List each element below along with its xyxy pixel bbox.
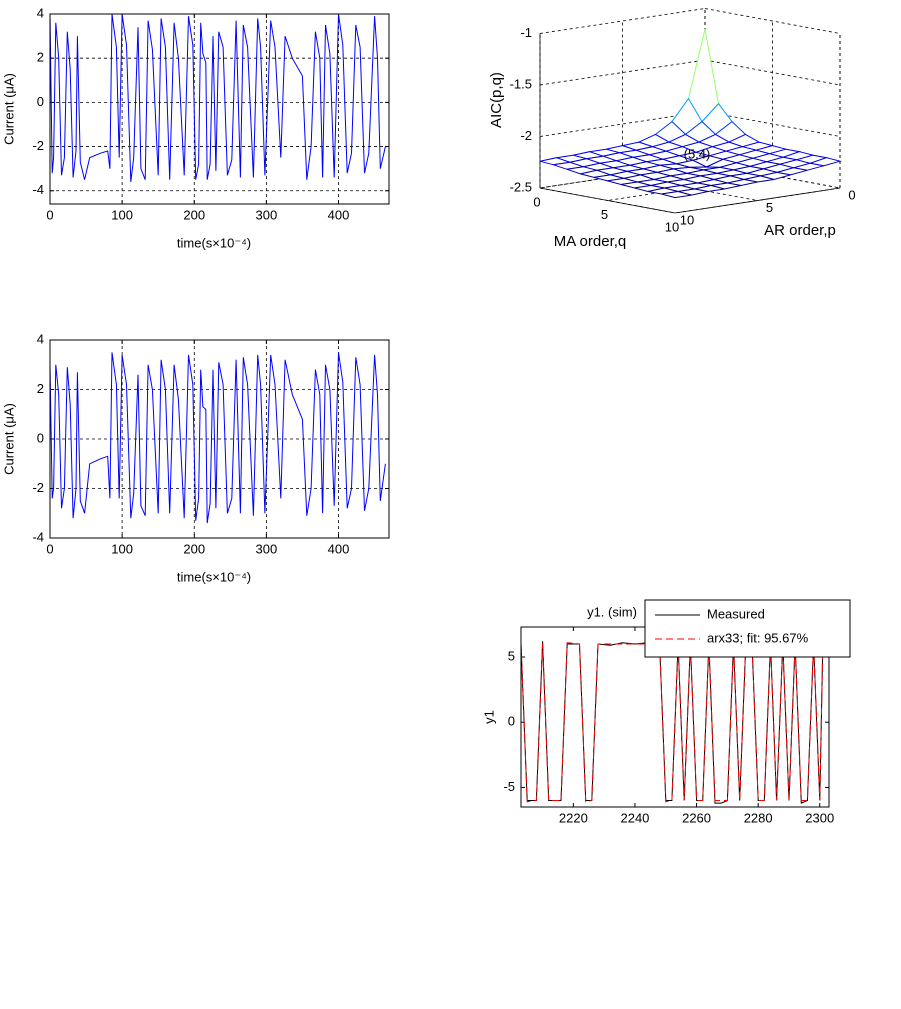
plot-frame (49, 339, 390, 539)
z-tick-label: -2 (520, 128, 532, 143)
y-tick-label: 5 (508, 648, 515, 663)
annotation: (5,4) (684, 146, 711, 161)
x-tick-label: 400 (328, 541, 350, 556)
grid-line (539, 187, 676, 214)
x-tick-label: 300 (256, 207, 278, 222)
x-tick-label: 2280 (744, 810, 773, 825)
mesh-cell (661, 190, 692, 199)
x-tick-label: 300 (256, 541, 278, 556)
x-axis-label: time(s×10⁻⁴) (177, 569, 251, 584)
y-tick-label: 2 (37, 50, 44, 65)
grid-line (704, 111, 841, 137)
grid-line (607, 175, 773, 201)
y-tick-label: 0 (37, 430, 44, 445)
x-tick-label: 2260 (682, 810, 711, 825)
y-tick-label: 2 (37, 381, 44, 396)
x-tick-label: 2220 (559, 810, 588, 825)
plot-area (50, 14, 389, 204)
y-tick-label: 0 (508, 714, 515, 729)
grid-line (704, 8, 841, 34)
y-axis-label: y1 (481, 710, 496, 724)
y-tick-label: -5 (503, 779, 515, 794)
x-tick-label: 0 (46, 541, 53, 556)
x-tick-label: 200 (183, 207, 205, 222)
legend-label: arx33; fit: 95.67% (707, 630, 809, 645)
y-tick-label: 4 (37, 5, 44, 20)
q-tick-label: 10 (665, 219, 679, 234)
x-tick-label: 400 (328, 207, 350, 222)
series-line (50, 352, 386, 524)
y-tick-label: -4 (32, 182, 44, 197)
x-tick-label: 2240 (620, 810, 649, 825)
z-tick-label: -1.5 (510, 76, 532, 91)
q-axis-label: MA order,q (554, 233, 627, 250)
x-axis-label: time(s×10⁻⁴) (177, 235, 251, 250)
x-tick-label: 100 (111, 541, 133, 556)
p-axis-label: AR order,p (764, 222, 836, 239)
y-axis-label: Current (μA) (1, 73, 16, 145)
y-tick-label: -4 (32, 529, 44, 544)
grid-line (539, 59, 706, 86)
y-tick-label: -2 (32, 138, 44, 153)
grid-line (539, 8, 706, 34)
p-tick-label: 0 (848, 187, 855, 202)
x-tick-label: 0 (46, 207, 53, 222)
z-tick-label: -1 (520, 25, 532, 40)
p-tick-label: 10 (680, 212, 694, 227)
q-tick-label: 0 (533, 194, 540, 209)
series-line (50, 14, 386, 182)
z-axis-label: AIC(p,q) (488, 72, 505, 128)
y-tick-label: -2 (32, 480, 44, 495)
plot-frame (49, 13, 390, 205)
grid-line (674, 187, 841, 214)
p-tick-label: 5 (766, 200, 773, 215)
x-tick-label: 200 (183, 541, 205, 556)
y-axis-label: Current (μA) (1, 403, 16, 475)
grid-line (539, 162, 706, 189)
z-tick-label: -2.5 (510, 179, 532, 194)
x-tick-label: 2300 (805, 810, 834, 825)
x-tick-label: 100 (111, 207, 133, 222)
legend-label: Measured (707, 606, 765, 621)
legend-box (644, 599, 851, 658)
y-tick-label: 0 (37, 94, 44, 109)
y-tick-label: 4 (37, 331, 44, 346)
q-tick-label: 5 (601, 207, 608, 222)
chart-title: y1. (sim) (587, 604, 637, 619)
